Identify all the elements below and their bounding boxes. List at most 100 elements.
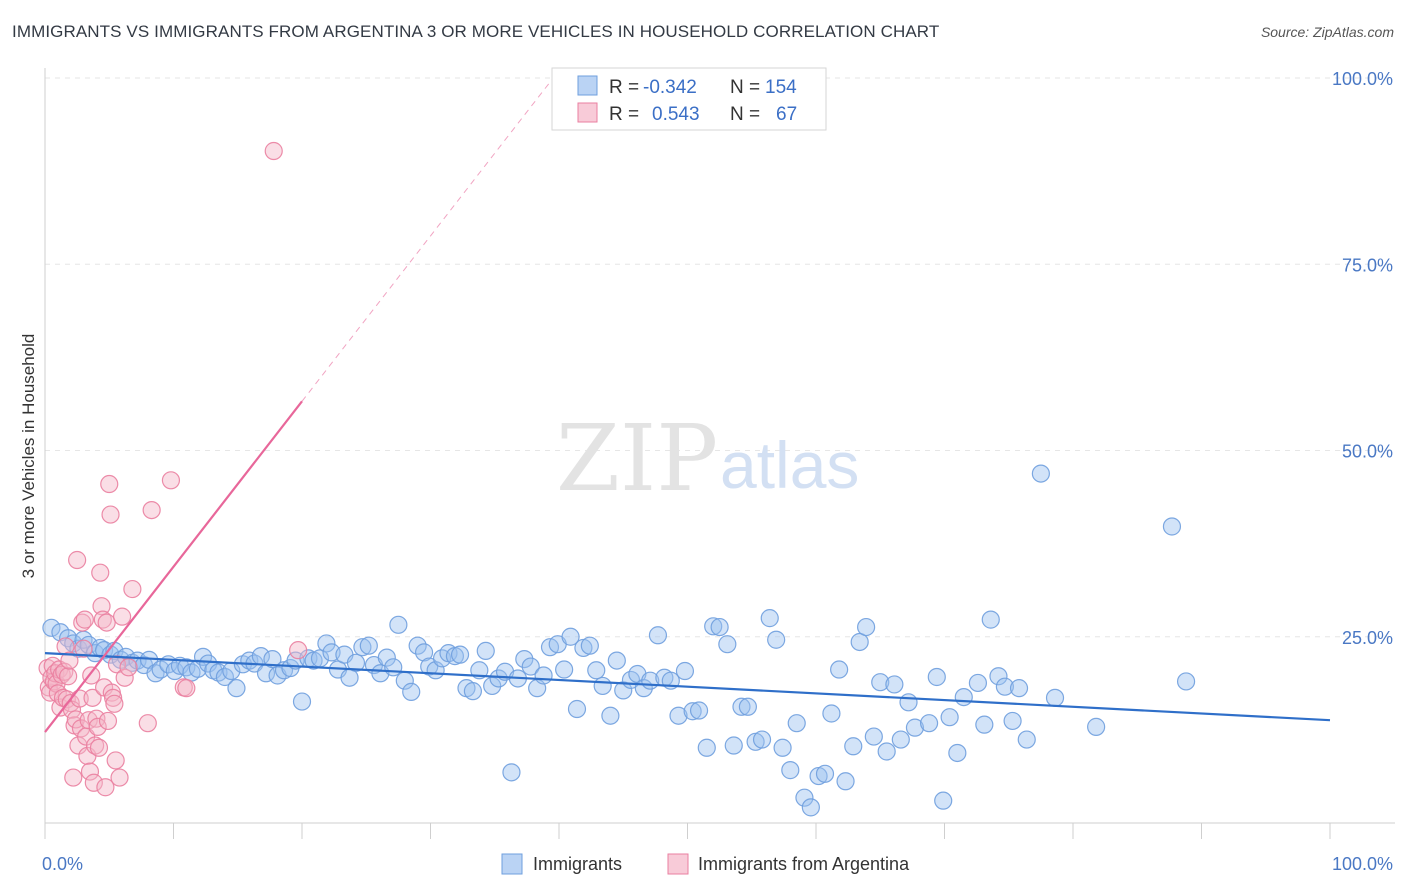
point-argentina-27 xyxy=(73,613,92,632)
point-immigrants-89 xyxy=(580,636,599,655)
point-argentina-51 xyxy=(104,688,123,707)
point-immigrants-141 xyxy=(948,743,967,763)
point-immigrants-132 xyxy=(877,742,896,761)
correlation-legend: R = -0.342 N = 154 R = 0.543 N = 67 xyxy=(551,67,827,131)
point-immigrants-135 xyxy=(899,693,918,712)
point-immigrants-149 xyxy=(1009,679,1029,698)
point-immigrants-112 xyxy=(738,697,757,716)
point-immigrants-154 xyxy=(1162,517,1182,536)
point-immigrants-108 xyxy=(710,617,729,637)
trend-lines xyxy=(44,70,1331,733)
point-argentina-48 xyxy=(100,474,119,494)
watermark-zip: ZIP xyxy=(556,405,718,512)
point-argentina-55 xyxy=(110,768,129,787)
point-argentina-22 xyxy=(66,710,85,729)
point-immigrants-147 xyxy=(995,677,1014,696)
point-immigrants-85 xyxy=(555,660,574,679)
point-immigrants-109 xyxy=(718,635,737,654)
point-argentina-33 xyxy=(80,762,100,781)
point-argentina-65 xyxy=(264,141,283,161)
point-immigrants-138 xyxy=(927,667,946,687)
legend-n-value-immigrants: 154 xyxy=(765,77,797,98)
point-immigrants-116 xyxy=(767,630,786,649)
point-immigrants-144 xyxy=(975,715,994,734)
y-axis-title: 3 or more Vehicles in Household xyxy=(19,334,38,579)
point-argentina-57 xyxy=(115,668,134,687)
point-argentina-64 xyxy=(177,679,196,698)
point-immigrants-91 xyxy=(593,676,612,696)
point-immigrants-63 xyxy=(414,643,434,662)
point-argentina-39 xyxy=(88,717,107,736)
point-immigrants-82 xyxy=(534,666,553,685)
point-immigrants-129 xyxy=(857,617,876,637)
legend-n-label-argentina: N = xyxy=(730,104,760,125)
point-immigrants-131 xyxy=(871,673,890,692)
point-immigrants-87 xyxy=(567,699,587,719)
point-argentina-60 xyxy=(138,714,157,733)
point-immigrants-58 xyxy=(384,658,403,677)
point-argentina-66 xyxy=(289,641,308,660)
point-argentina-61 xyxy=(142,501,161,520)
y-tick-label-75: 75.0% xyxy=(1342,255,1393,275)
point-argentina-59 xyxy=(123,579,142,599)
series-legend-swatch-immigrants xyxy=(501,853,523,875)
point-immigrants-151 xyxy=(1031,464,1050,483)
point-immigrants-110 xyxy=(724,736,743,755)
point-immigrants-69 xyxy=(450,645,470,664)
point-immigrants-38 xyxy=(263,649,282,669)
point-immigrants-150 xyxy=(1017,730,1036,749)
point-immigrants-32 xyxy=(227,679,246,698)
point-immigrants-127 xyxy=(844,737,863,756)
point-immigrants-137 xyxy=(919,714,939,733)
point-immigrants-90 xyxy=(587,661,606,680)
point-argentina-49 xyxy=(101,505,120,524)
tick-labels: 25.0% 50.0% 75.0% 100.0% 0.0% 100.0% xyxy=(42,69,1393,874)
point-immigrants-121 xyxy=(801,798,820,817)
point-immigrants-104 xyxy=(683,702,702,721)
x-tick-label-max: 100.0% xyxy=(1332,854,1393,874)
legend-swatch-immigrants xyxy=(577,75,598,96)
point-immigrants-99 xyxy=(648,626,668,645)
trend-line-argentina-extension xyxy=(301,70,560,402)
point-argentina-52 xyxy=(105,694,124,713)
point-immigrants-115 xyxy=(760,609,779,628)
point-immigrants-79 xyxy=(515,649,534,669)
point-immigrants-153 xyxy=(1087,717,1106,736)
point-immigrants-111 xyxy=(732,697,751,716)
point-immigrants-120 xyxy=(795,788,814,807)
y-tick-label-100: 100.0% xyxy=(1332,69,1393,89)
point-immigrants-136 xyxy=(905,718,925,737)
point-immigrants-93 xyxy=(607,651,626,670)
legend-r-value-immigrants: -0.342 xyxy=(643,77,697,98)
legend-r-label-argentina: R = xyxy=(609,104,639,125)
point-argentina-28 xyxy=(74,639,93,658)
point-argentina-53 xyxy=(106,751,125,770)
point-immigrants-75 xyxy=(489,669,508,688)
point-immigrants-47 xyxy=(317,634,336,653)
point-immigrants-92 xyxy=(601,706,620,725)
point-immigrants-117 xyxy=(773,738,792,757)
point-immigrants-140 xyxy=(940,708,959,727)
point-immigrants-71 xyxy=(463,682,483,701)
point-immigrants-114 xyxy=(752,730,772,749)
y-tick-label-50: 50.0% xyxy=(1342,442,1393,462)
x-tick-label-min: 0.0% xyxy=(42,854,83,874)
point-immigrants-125 xyxy=(830,660,849,679)
grid-lines xyxy=(45,77,1395,638)
watermark-atlas: atlas xyxy=(720,428,859,502)
point-immigrants-139 xyxy=(934,791,953,810)
point-argentina-40 xyxy=(89,738,109,757)
point-argentina-29 xyxy=(75,610,94,629)
series-legend: Immigrants Immigrants from Argentina xyxy=(501,853,910,875)
point-immigrants-43 xyxy=(292,692,312,711)
point-immigrants-105 xyxy=(689,701,709,720)
point-argentina-17 xyxy=(60,651,79,670)
point-argentina-41 xyxy=(91,563,110,582)
point-immigrants-107 xyxy=(704,617,723,636)
series-legend-label-immigrants: Immigrants xyxy=(533,854,622,874)
point-argentina-46 xyxy=(97,613,116,632)
point-immigrants-86 xyxy=(561,627,580,646)
point-immigrants-146 xyxy=(989,667,1008,686)
point-argentina-58 xyxy=(119,658,138,677)
